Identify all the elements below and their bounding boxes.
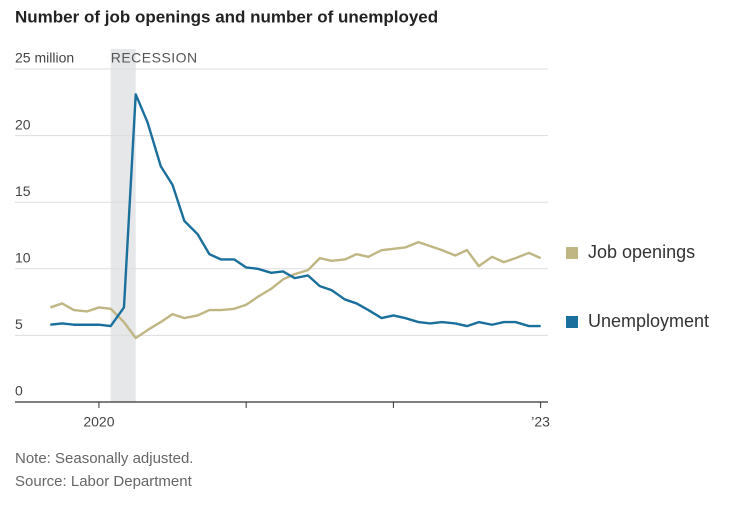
source: Source: Labor Department [15,473,193,490]
x-tick-label: ’23 [531,414,550,430]
line-series [49,240,542,340]
line-series [50,93,541,328]
chart-title: Number of job openings and number of une… [15,7,438,26]
y-tick-label: 15 [15,183,31,199]
recession-band [110,49,136,402]
legend-label: Unemployment [588,311,709,331]
y-tick-label: 10 [15,250,31,266]
legend-swatch [566,316,578,328]
y-tick-label: 0 [15,383,23,399]
legend-label: Job openings [588,242,695,262]
note: Note: Seasonally adjusted. [15,450,193,467]
recession-label: RECESSION [111,50,198,66]
y-tick-label: 5 [15,316,23,332]
y-tick-label: 20 [15,116,31,132]
legend-swatch [566,247,578,259]
x-tick-label: 2020 [83,414,114,430]
y-tick-label: 25 million [15,50,74,66]
